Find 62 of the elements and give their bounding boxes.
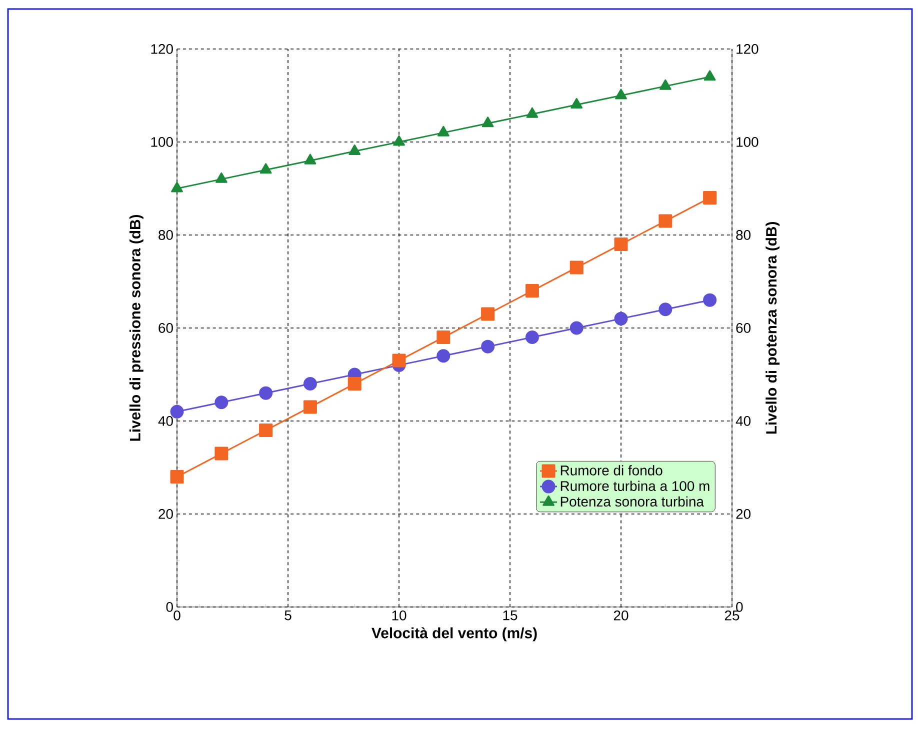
point xyxy=(658,302,672,316)
point xyxy=(658,214,672,228)
y-axis-title: Livello di pressione sonora (dB) xyxy=(129,214,144,441)
point xyxy=(259,386,273,400)
point xyxy=(525,330,539,344)
x-tick-label: 15 xyxy=(503,610,518,620)
point xyxy=(259,424,273,438)
point xyxy=(303,400,317,414)
point xyxy=(436,349,450,363)
point xyxy=(526,107,538,118)
point xyxy=(392,354,406,368)
y-tick-label: 0 xyxy=(166,602,173,612)
point xyxy=(704,70,716,81)
point xyxy=(482,116,494,128)
y2-tick-label: 0 xyxy=(736,602,743,612)
point xyxy=(260,163,272,174)
y2-tick-label: 60 xyxy=(736,323,751,333)
point xyxy=(304,154,316,164)
x-tick-label: 10 xyxy=(392,610,406,620)
y-tick-label: 120 xyxy=(151,44,173,54)
y2-tick-label: 80 xyxy=(736,230,751,240)
point xyxy=(436,330,450,344)
point xyxy=(570,260,584,274)
y-tick-label: 80 xyxy=(158,230,173,240)
y-tick-label: 40 xyxy=(158,416,173,426)
point xyxy=(393,135,405,146)
y2-axis-title: Livello di potenza sonora (dB) xyxy=(766,222,780,434)
point xyxy=(614,238,628,252)
point xyxy=(215,172,228,183)
point xyxy=(570,321,584,335)
point xyxy=(348,144,361,156)
x-tick-label: 5 xyxy=(284,610,292,620)
legend-label: Potenza sonora turbina xyxy=(560,496,704,507)
y2-tick-label: 120 xyxy=(736,44,758,54)
x-axis-title: Velocità del vento (m/s) xyxy=(372,627,537,642)
point xyxy=(214,396,228,410)
point xyxy=(481,307,495,321)
point xyxy=(170,470,184,484)
x-tick-label: 20 xyxy=(614,610,628,620)
point xyxy=(703,293,717,307)
y-tick-label: 20 xyxy=(158,509,173,519)
point xyxy=(525,284,539,298)
y2-tick-label: 20 xyxy=(736,509,751,519)
legend-label: Rumore di fondo xyxy=(560,465,662,476)
legend-label: Rumore turbina a 100 m xyxy=(560,480,710,491)
point xyxy=(570,98,583,109)
point xyxy=(437,126,450,136)
y-tick-label: 60 xyxy=(158,323,173,333)
y2-tick-label: 40 xyxy=(736,416,751,426)
point xyxy=(171,182,183,192)
y-tick-label: 100 xyxy=(151,137,173,147)
point xyxy=(348,377,362,391)
point xyxy=(615,88,627,100)
point xyxy=(303,377,317,391)
point xyxy=(481,340,495,354)
x-tick-label: 25 xyxy=(724,610,740,620)
point xyxy=(659,79,672,90)
point xyxy=(614,312,628,326)
x-tick-label: 0 xyxy=(174,610,180,620)
point xyxy=(703,191,717,205)
y2-tick-label: 100 xyxy=(736,137,758,147)
point xyxy=(214,446,228,460)
